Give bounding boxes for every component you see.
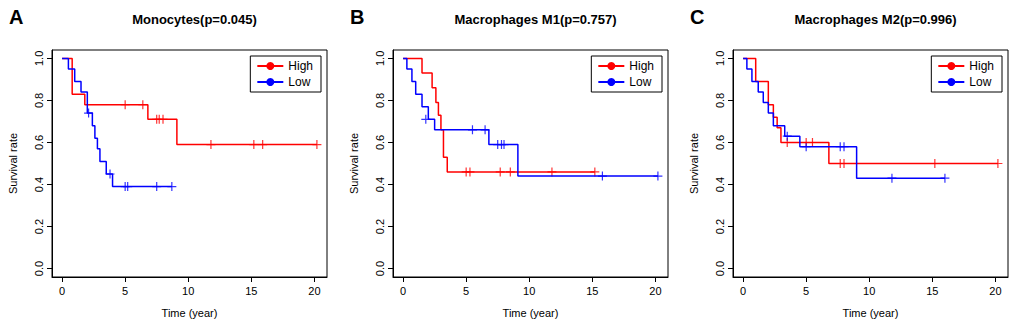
svg-text:Time (year): Time (year) [503,307,559,319]
svg-text:10: 10 [863,285,875,297]
svg-text:0.8: 0.8 [374,93,386,108]
svg-text:0.4: 0.4 [374,177,386,192]
svg-text:Low: Low [629,75,651,89]
svg-text:0.4: 0.4 [714,177,726,192]
svg-text:0.2: 0.2 [33,219,45,234]
svg-text:Low: Low [969,75,991,89]
svg-text:5: 5 [463,285,469,297]
svg-text:0: 0 [400,285,406,297]
svg-text:0.2: 0.2 [714,219,726,234]
svg-text:C: C [690,6,704,28]
svg-text:20: 20 [989,285,1001,297]
svg-text:0.0: 0.0 [714,261,726,276]
svg-text:Time (year): Time (year) [162,307,218,319]
svg-text:High: High [288,59,313,73]
svg-text:0.6: 0.6 [714,135,726,150]
svg-text:Survival rate: Survival rate [7,133,19,194]
svg-text:Time (year): Time (year) [843,307,899,319]
svg-text:15: 15 [245,285,257,297]
svg-text:0.8: 0.8 [714,93,726,108]
svg-text:1.0: 1.0 [33,51,45,66]
svg-text:Monocytes(p=0.045): Monocytes(p=0.045) [132,12,257,27]
svg-text:1.0: 1.0 [714,51,726,66]
svg-text:10: 10 [523,285,535,297]
svg-text:Macrophages M1(p=0.757): Macrophages M1(p=0.757) [454,12,616,27]
svg-text:0: 0 [740,285,746,297]
svg-text:0.6: 0.6 [374,135,386,150]
svg-text:B: B [350,6,364,28]
svg-text:1.0: 1.0 [374,51,386,66]
svg-text:5: 5 [803,285,809,297]
svg-text:0.0: 0.0 [33,261,45,276]
svg-text:Survival rate: Survival rate [348,133,360,194]
svg-text:0.4: 0.4 [33,177,45,192]
svg-text:20: 20 [649,285,661,297]
svg-text:High: High [969,59,994,73]
svg-text:0.0: 0.0 [374,261,386,276]
svg-text:Survival rate: Survival rate [688,133,700,194]
svg-text:5: 5 [122,285,128,297]
svg-text:High: High [629,59,654,73]
svg-text:20: 20 [308,285,320,297]
svg-text:Macrophages M2(p=0.996): Macrophages M2(p=0.996) [794,12,956,27]
svg-text:0.6: 0.6 [33,135,45,150]
svg-text:0.2: 0.2 [374,219,386,234]
svg-text:15: 15 [926,285,938,297]
svg-text:15: 15 [586,285,598,297]
svg-text:10: 10 [182,285,194,297]
svg-text:0.8: 0.8 [33,93,45,108]
svg-text:0: 0 [59,285,65,297]
svg-text:A: A [9,6,23,28]
svg-text:Low: Low [288,75,310,89]
